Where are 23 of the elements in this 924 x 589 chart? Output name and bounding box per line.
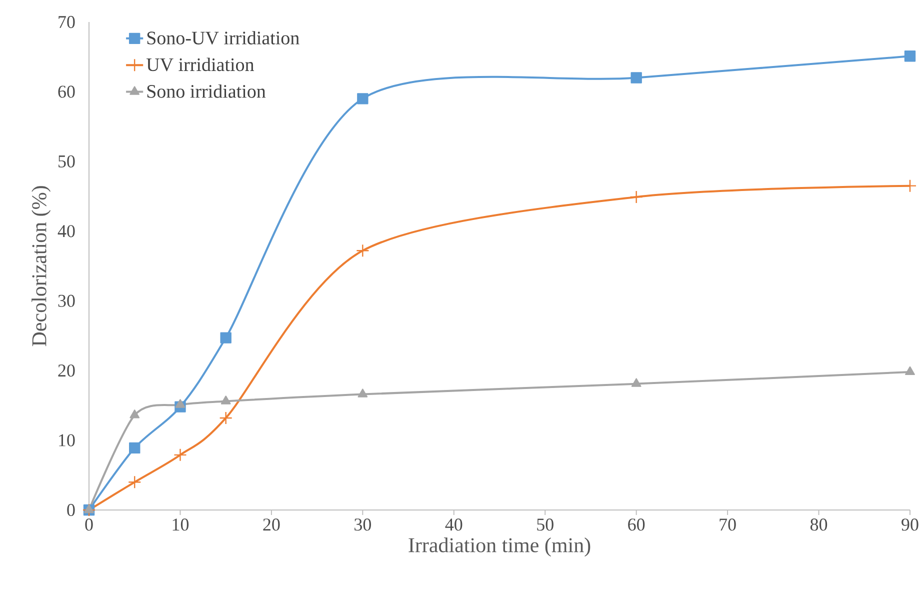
x-tick-label: 90 bbox=[902, 518, 918, 531]
x-tick-label: 40 bbox=[445, 518, 462, 531]
x-tick-label: 80 bbox=[810, 518, 828, 531]
y-axis-title: Decolorization (%) bbox=[32, 186, 51, 346]
x-tick-label: 50 bbox=[537, 518, 554, 531]
y-tick-label: 10 bbox=[59, 434, 75, 446]
x-tick-label: 70 bbox=[720, 518, 736, 531]
x-tick-label: 0 bbox=[85, 518, 93, 531]
legend-label: Sono-UV irridiation bbox=[147, 31, 300, 45]
legend-label: UV irridiation bbox=[146, 58, 254, 72]
x-tick-label: 60 bbox=[628, 518, 645, 531]
legend-label: Sono irridiation bbox=[147, 84, 266, 98]
y-tick-label: 60 bbox=[58, 86, 75, 98]
x-tick-label: 20 bbox=[263, 518, 280, 531]
y-tick-label: 30 bbox=[58, 294, 75, 307]
y-tick-label: 0 bbox=[67, 504, 75, 516]
y-tick-label: 40 bbox=[58, 225, 75, 238]
y-tick-label: 20 bbox=[58, 364, 75, 377]
x-tick-label: 10 bbox=[172, 518, 189, 531]
x-axis-title: Irradiation time (min) bbox=[408, 538, 590, 557]
x-tick-label: 30 bbox=[354, 518, 371, 531]
y-tick-label: 70 bbox=[58, 16, 75, 28]
y-tick-label: 50 bbox=[58, 155, 75, 168]
